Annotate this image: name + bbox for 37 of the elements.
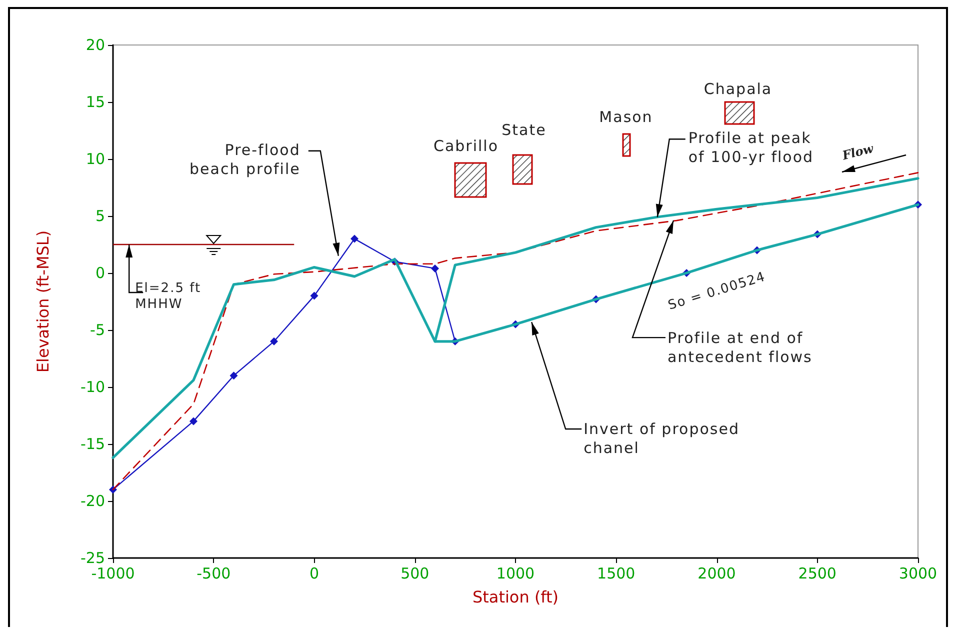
point <box>350 234 358 243</box>
y-tick-label: -25 <box>80 549 105 567</box>
annotation: Flow <box>840 140 876 165</box>
annotation: Profile at peak of 100-yr flood <box>688 129 814 168</box>
y-axis-title: Elevation (ft-MSL) <box>34 230 52 373</box>
x-tick-label: -1000 <box>91 564 135 582</box>
point <box>431 264 439 272</box>
annotation: Profile at end of antecedent flows <box>667 328 812 367</box>
y-tick-label: 10 <box>86 150 105 168</box>
annotation: State <box>502 121 546 140</box>
annotation: Pre-flood beach profile <box>188 140 300 179</box>
annotation: Invert of proposed chanel <box>584 420 740 458</box>
annotation: Mason <box>599 108 653 127</box>
x-axis-title: Station (ft) <box>472 588 559 606</box>
annotation: Chapala <box>704 80 772 99</box>
x-tick-label: -500 <box>196 564 231 582</box>
x-tick-label: 1000 <box>496 564 535 582</box>
y-tick-label: 20 <box>86 36 105 54</box>
point <box>270 337 278 346</box>
annotation: El=2.5 ft MHHW <box>135 280 202 312</box>
y-tick-label: -15 <box>80 435 105 453</box>
x-tick-label: 0 <box>309 564 320 582</box>
annotation: Cabrillo <box>433 137 499 156</box>
x-tick-label: 500 <box>400 564 430 582</box>
point <box>230 372 238 380</box>
x-tick-label: 2000 <box>698 564 736 582</box>
x-tick-label: 2500 <box>798 564 836 582</box>
y-tick-label: 5 <box>95 207 105 225</box>
y-tick-label: 0 <box>95 264 105 282</box>
point <box>190 417 198 426</box>
y-tick-label: -5 <box>90 321 105 339</box>
y-tick-label: 15 <box>86 93 105 111</box>
x-tick-label: 3000 <box>898 564 938 582</box>
y-tick-label: -10 <box>80 378 105 396</box>
point <box>310 292 318 300</box>
x-tick-label: 1500 <box>597 564 636 582</box>
y-tick-label: -20 <box>80 492 105 510</box>
